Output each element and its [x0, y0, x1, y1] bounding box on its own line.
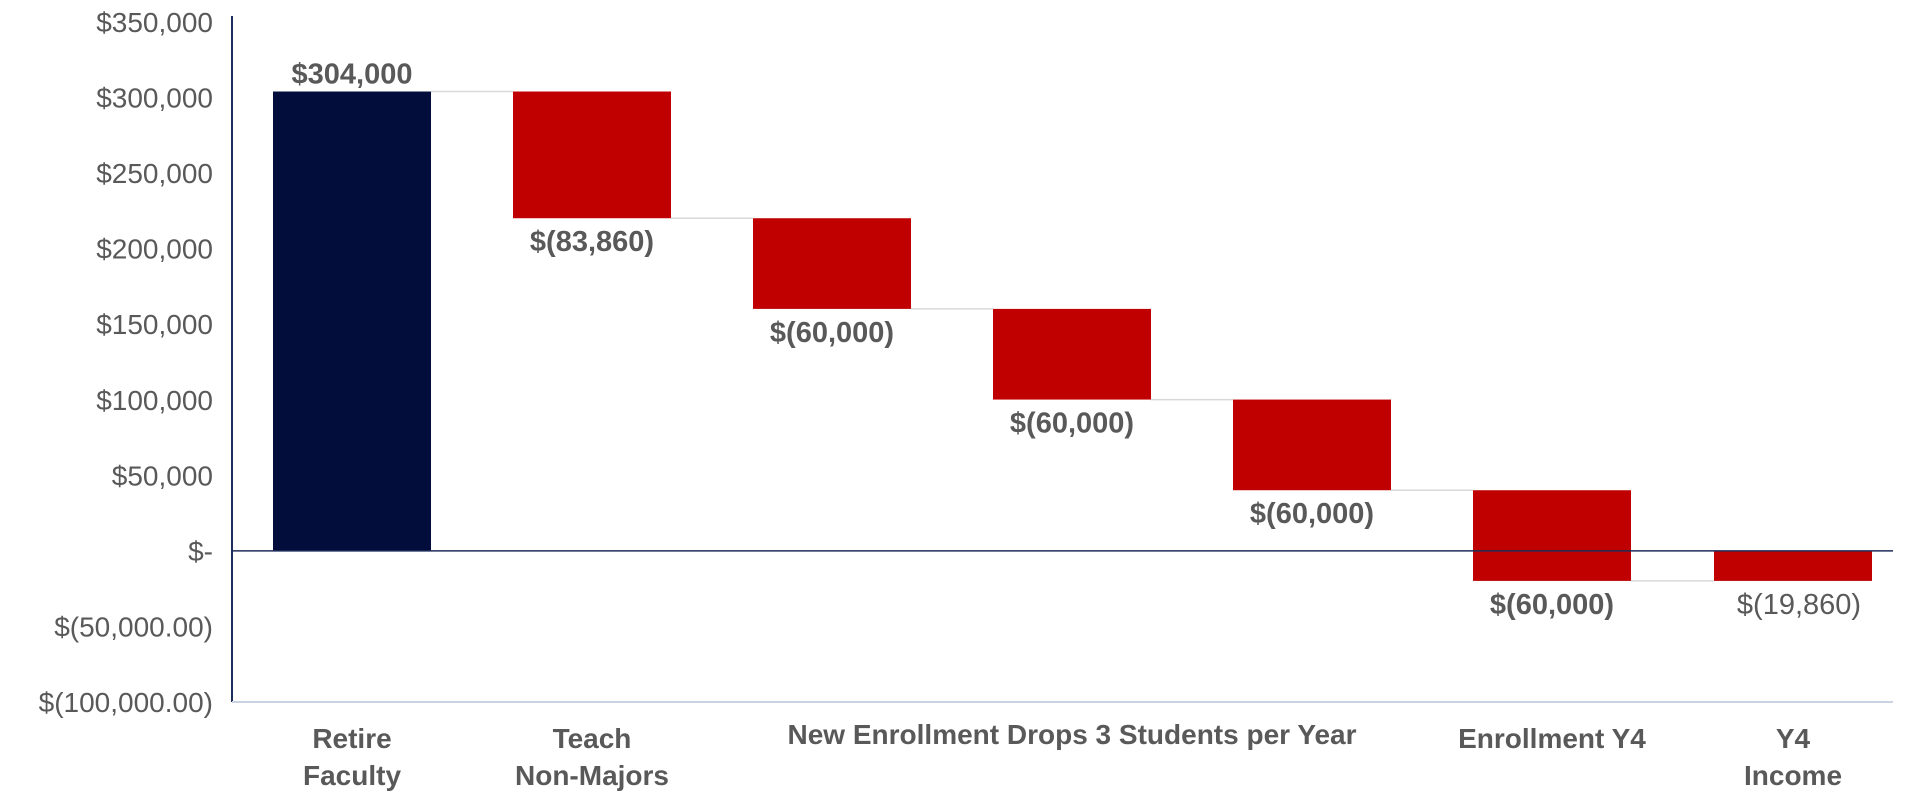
category-labels: Retire Faculty Teach Non-Majors New Enrollme…	[303, 719, 1842, 791]
y-tick-label: $(100,000.00)	[39, 687, 213, 718]
category-label-4: Y4 Income	[1744, 723, 1842, 791]
category-label-2: New Enrollment Drops 3 Students per Year	[788, 719, 1357, 750]
y-tick-label: $150,000	[96, 309, 213, 340]
bar-2	[753, 218, 911, 309]
data-labels: $304,000 $(83,860) $(60,000) $(60,000) $(60,…	[292, 59, 1862, 621]
data-label-1: $(83,860)	[530, 226, 654, 258]
bar-6	[1714, 550, 1872, 581]
axes	[231, 16, 1893, 703]
data-label-3: $(60,000)	[1010, 408, 1134, 440]
y-tick-label: $250,000	[96, 158, 213, 189]
bar-0	[273, 91, 431, 551]
y-tick-label: $350,000	[96, 7, 213, 38]
data-label-4: $(60,000)	[1250, 498, 1374, 530]
y-tick-label: $50,000	[112, 460, 213, 491]
y-tick-label: $-	[188, 536, 213, 567]
bar-3	[993, 308, 1151, 400]
bar-5	[1473, 490, 1631, 581]
bars	[273, 91, 1872, 581]
data-label-2: $(60,000)	[770, 317, 894, 349]
bar-1	[513, 91, 671, 219]
category-label-1: Teach Non-Majors	[515, 723, 669, 791]
y-tick-label: $300,000	[96, 83, 213, 114]
y-tick-label: $(50,000.00)	[54, 611, 213, 642]
y-tick-labels: $350,000 $300,000 $250,000 $200,000 $150,000…	[39, 7, 213, 718]
data-label-6: $(19,860)	[1737, 589, 1861, 621]
y-tick-label: $200,000	[96, 234, 213, 265]
y-tick-label: $100,000	[96, 385, 213, 416]
data-label-0: $304,000	[292, 59, 413, 91]
data-label-5: $(60,000)	[1490, 589, 1614, 621]
connector-lines	[431, 90, 1714, 582]
category-label-0: Retire Faculty	[303, 723, 401, 791]
category-label-3: Enrollment Y4	[1458, 723, 1646, 754]
bar-4	[1233, 399, 1391, 491]
